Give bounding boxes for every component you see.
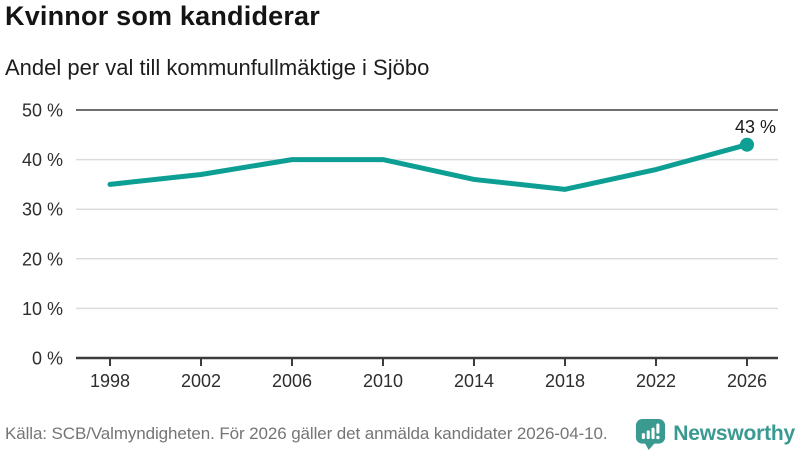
newsworthy-logo: Newsworthy	[635, 418, 795, 450]
newsworthy-logo-icon	[636, 418, 666, 450]
y-tick-label: 30 %	[22, 200, 63, 220]
x-tick-label: 2018	[545, 371, 585, 391]
y-tick-label: 0 %	[32, 349, 63, 369]
source-note: Källa: SCB/Valmyndigheten. För 2026 gäll…	[5, 424, 608, 443]
x-tick-label: 2026	[727, 371, 767, 391]
x-tick-label: 2022	[636, 371, 676, 391]
y-tick-label: 40 %	[22, 150, 63, 170]
x-tick-label: 2002	[181, 371, 221, 391]
chart-footer: Källa: SCB/Valmyndigheten. För 2026 gäll…	[5, 418, 795, 450]
line-chart-plot: 0 % 10 % 20 % 30 % 40 % 50 % 1998 2002 2006 2010 2…	[22, 101, 778, 391]
x-tick-label: 2014	[454, 371, 494, 391]
y-tick-label: 10 %	[22, 299, 63, 319]
end-point-label: 43 %	[735, 117, 776, 137]
y-tick-label: 50 %	[22, 101, 63, 121]
chart-subtitle: Andel per val till kommunfullmäktige i S…	[5, 55, 430, 80]
x-tick-label: 2010	[363, 371, 403, 391]
x-tick-label: 2006	[272, 371, 312, 391]
x-tick-label: 1998	[90, 371, 130, 391]
data-line	[107, 142, 750, 192]
newsworthy-logo-text: Newsworthy	[673, 422, 795, 445]
end-point-marker	[740, 137, 754, 152]
chart-title: Kvinnor som kandiderar	[5, 1, 320, 31]
y-tick-label: 20 %	[22, 249, 63, 269]
